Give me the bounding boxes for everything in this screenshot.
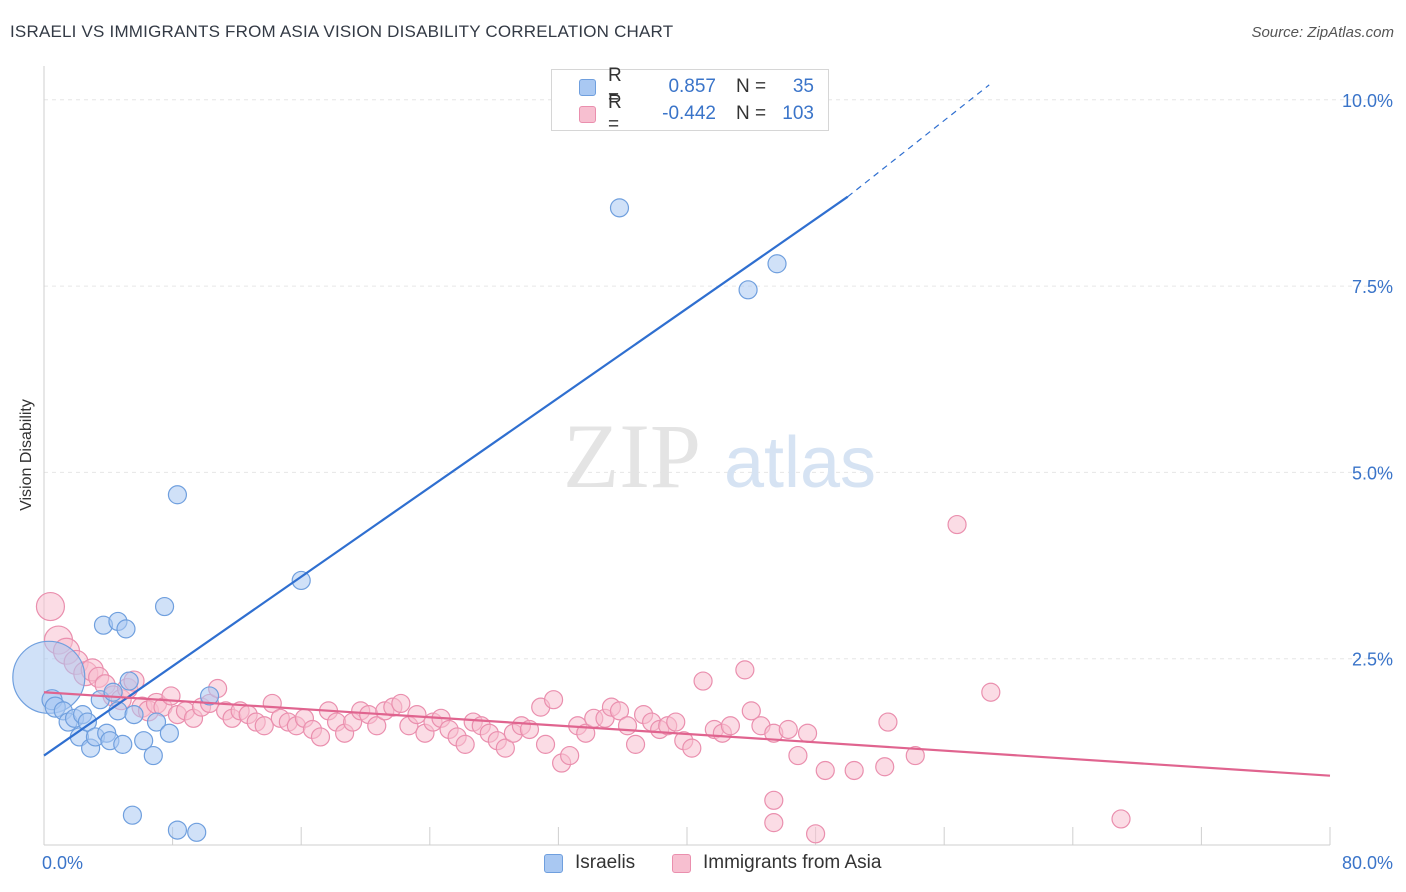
axes xyxy=(43,66,1331,846)
legend-item-immigrants[interactable]: Immigrants from Asia xyxy=(672,852,881,874)
n-value: 103 xyxy=(782,103,814,124)
immigrants-point xyxy=(797,723,818,743)
israelis-point xyxy=(124,704,144,725)
y-tick-label: 5.0% xyxy=(1352,463,1393,483)
series-israelis-points xyxy=(12,198,787,842)
immigrants-point xyxy=(878,712,898,732)
israelis-point xyxy=(291,570,311,591)
immigrants-point xyxy=(735,660,755,680)
r-value: 0.857 xyxy=(668,76,716,97)
legend-swatch-israelis xyxy=(579,78,596,96)
immigrants-point xyxy=(35,591,66,622)
immigrants-point xyxy=(805,824,826,844)
grid-lines xyxy=(44,99,1392,660)
source-label: Source: ZipAtlas.com xyxy=(1251,24,1394,41)
israelis-point xyxy=(77,712,98,732)
y-tick-label: 7.5% xyxy=(1352,277,1393,297)
immigrants-point xyxy=(609,701,630,721)
tick-labels: 2.5% 5.0% 7.5% 10.0% 0.0% 80.0% xyxy=(42,91,1393,873)
immigrants-point xyxy=(367,716,387,736)
immigrants-point xyxy=(310,727,331,747)
chart-title: ISRAELI VS IMMIGRANTS FROM ASIA VISION D… xyxy=(10,22,674,41)
immigrants-point xyxy=(455,734,475,754)
r-value: -0.442 xyxy=(662,103,716,124)
immigrants-point xyxy=(905,745,925,766)
israelis-point xyxy=(116,619,136,639)
immigrants-point xyxy=(720,716,741,736)
immigrants-point xyxy=(741,701,761,721)
israelis-point xyxy=(167,485,188,505)
israelis-point xyxy=(738,280,758,300)
immigrants-point xyxy=(625,734,646,754)
legend-row-israelis: R = 0.857 N = 35 xyxy=(552,65,814,108)
immigrants-point xyxy=(947,514,967,535)
watermark: ZIP atlas xyxy=(563,405,876,507)
correlation-legend: R = 0.857 N = 35 R = -0.442 N = 103 xyxy=(551,65,829,135)
legend-item-israelis[interactable]: Israelis xyxy=(544,852,635,874)
immigrants-point xyxy=(495,738,515,758)
israelis-point xyxy=(609,198,630,218)
immigrants-point xyxy=(764,813,784,833)
israelis-point xyxy=(167,820,188,840)
immigrants-point xyxy=(161,686,181,706)
legend-label-immigrants: Immigrants from Asia xyxy=(703,852,882,873)
trend-lines xyxy=(43,84,1331,777)
legend-swatch-immigrants xyxy=(672,853,691,873)
israelis-point xyxy=(143,745,163,766)
y-tick-label: 2.5% xyxy=(1352,650,1393,670)
r-label: R = xyxy=(608,92,622,135)
israelis-point xyxy=(134,731,154,751)
immigrants-point xyxy=(535,734,556,754)
immigrants-point xyxy=(682,738,702,758)
legend-swatch-israelis xyxy=(544,853,563,873)
legend-label-israelis: Israelis xyxy=(575,852,636,873)
x-tick-label: 0.0% xyxy=(42,853,83,873)
immigrants-point xyxy=(693,671,713,691)
immigrants-point xyxy=(543,690,564,710)
immigrants-point xyxy=(844,760,864,781)
n-label: N = xyxy=(736,103,767,124)
y-tick-label: 10.0% xyxy=(1342,91,1393,111)
israelis-point xyxy=(103,682,123,702)
israelis-point xyxy=(199,686,220,706)
israelis-point xyxy=(767,254,787,274)
israelis-point xyxy=(159,723,179,743)
immigrants-point xyxy=(981,682,1001,702)
israelis-trend-extension xyxy=(847,84,990,198)
immigrants-point xyxy=(778,719,798,740)
n-label: N = xyxy=(736,76,767,97)
israelis-point xyxy=(187,822,207,842)
immigrants-point xyxy=(875,757,895,777)
immigrants-point xyxy=(407,704,427,725)
r-label: R = xyxy=(608,65,622,108)
legend-swatch-immigrants xyxy=(579,105,596,123)
n-value: 35 xyxy=(792,76,814,97)
immigrants-trend-line xyxy=(43,691,1331,777)
watermark-atlas: atlas xyxy=(724,423,876,503)
series-legend: Israelis Immigrants from Asia xyxy=(0,852,1406,876)
immigrants-point xyxy=(815,760,835,781)
x-tick-label: 80.0% xyxy=(1342,853,1393,873)
immigrants-point xyxy=(560,745,580,766)
immigrants-point xyxy=(1111,809,1131,829)
israelis-point xyxy=(119,671,139,691)
israelis-point xyxy=(122,805,143,825)
immigrants-point xyxy=(391,693,411,714)
watermark-zip: ZIP xyxy=(563,405,701,507)
immigrants-point xyxy=(617,716,638,736)
israelis-point xyxy=(154,596,175,617)
series-immigrants-from-asia-points xyxy=(35,514,1131,844)
immigrants-point xyxy=(764,790,784,810)
immigrants-point xyxy=(254,716,274,736)
israelis-point xyxy=(113,734,133,754)
legend-row-immigrants: R = -0.442 N = 103 xyxy=(552,92,814,135)
immigrants-point xyxy=(666,712,686,732)
immigrants-point xyxy=(788,745,808,766)
israelis-point xyxy=(146,712,167,732)
israelis-trend-line xyxy=(43,195,849,757)
